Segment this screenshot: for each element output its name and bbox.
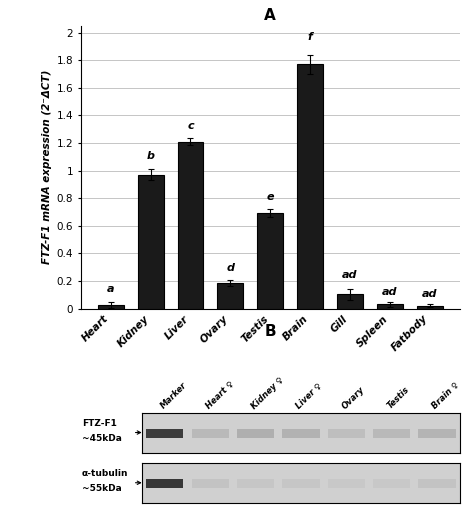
Bar	[328, 429, 365, 438]
Bar	[191, 479, 229, 488]
Text: ad: ad	[342, 270, 358, 280]
Bar	[146, 429, 183, 438]
Text: FTZ-F1: FTZ-F1	[82, 419, 117, 428]
Text: d: d	[226, 263, 234, 273]
Bar	[419, 429, 456, 438]
Bar	[337, 294, 363, 309]
Bar	[237, 479, 274, 488]
Text: c: c	[187, 121, 194, 130]
Text: b: b	[146, 151, 155, 161]
Text: Brain ♀: Brain ♀	[431, 380, 461, 410]
Bar	[328, 479, 365, 488]
Text: α-tubulin: α-tubulin	[82, 469, 128, 478]
Bar	[146, 479, 183, 488]
Bar	[98, 305, 124, 309]
Text: B: B	[264, 324, 276, 339]
Bar	[191, 429, 229, 438]
Text: Kidney ♀: Kidney ♀	[249, 375, 285, 410]
Text: ad: ad	[382, 287, 398, 297]
Bar	[283, 429, 319, 438]
Bar	[137, 175, 164, 309]
Text: ~45kDa: ~45kDa	[82, 434, 122, 443]
Bar	[373, 429, 410, 438]
Text: e: e	[266, 192, 274, 202]
Text: Liver ♀: Liver ♀	[295, 381, 324, 410]
Bar	[373, 479, 410, 488]
Bar	[297, 64, 323, 309]
Title: A: A	[264, 8, 276, 23]
Bar	[377, 304, 403, 309]
Bar	[419, 479, 456, 488]
Text: a: a	[107, 284, 115, 294]
Text: f: f	[308, 32, 312, 42]
Y-axis label: FTZ-F1 mRNA expression (2⁻ΔCT): FTZ-F1 mRNA expression (2⁻ΔCT)	[42, 70, 52, 264]
Text: Heart ♀: Heart ♀	[204, 379, 235, 410]
Text: ~55kDa: ~55kDa	[82, 484, 121, 494]
Bar	[237, 429, 274, 438]
Bar	[283, 479, 319, 488]
Text: Marker: Marker	[158, 381, 188, 410]
Bar	[178, 142, 203, 309]
Text: Testis: Testis	[385, 385, 411, 410]
Text: ad: ad	[422, 289, 438, 299]
Text: Ovary: Ovary	[340, 384, 366, 410]
Bar	[218, 283, 243, 309]
Bar	[417, 306, 443, 309]
Bar	[257, 213, 283, 309]
